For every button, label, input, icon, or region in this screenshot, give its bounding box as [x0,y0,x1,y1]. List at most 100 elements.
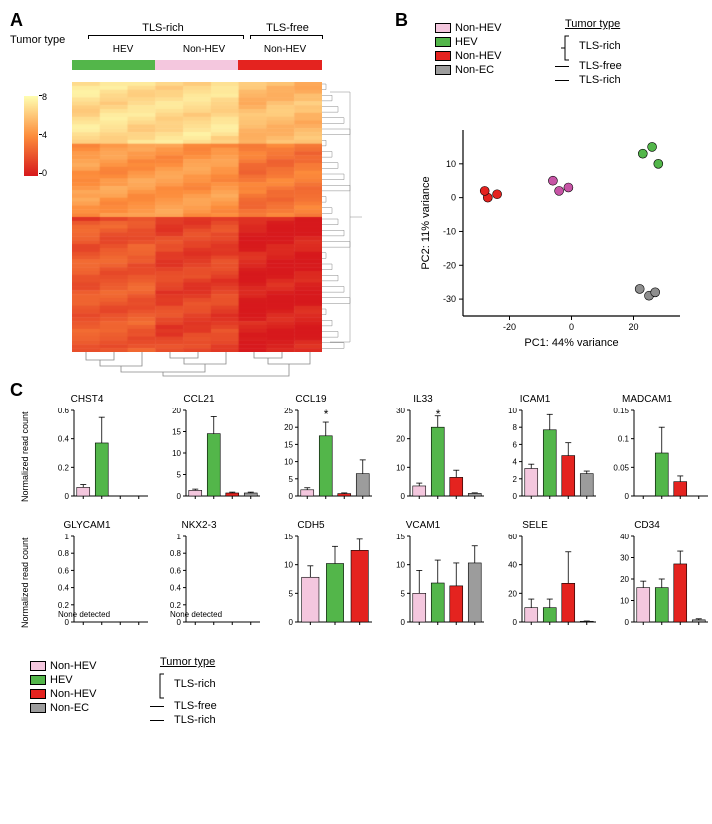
cb-tick-8: 8 [42,92,47,102]
nonhev1-sublabel: Non-HEV [165,44,243,55]
svg-text:0: 0 [513,618,518,627]
row-dendrogram [322,82,364,352]
bar-svg: 00.20.40.60.81 [162,534,262,636]
bar-svg: 00.20.40.60.81 [50,534,150,636]
svg-text:10: 10 [396,463,405,472]
bracket-label: TLS-rich [579,40,621,52]
svg-text:0.4: 0.4 [170,584,182,593]
svg-text:PC2: 11% variance: PC2: 11% variance [420,176,432,269]
legend-item-hev: HEV [435,36,501,48]
svg-text:8: 8 [513,423,518,432]
chart-title: CCL21 [162,394,236,405]
tumor-type-label-c: Tumor type [160,656,215,668]
panel-c-label: C [10,380,23,401]
svg-text:0.05: 0.05 [613,463,629,472]
bar-svg: 051015 [274,534,374,636]
cb-tick-4: 4 [42,130,47,140]
svg-text:0.8: 0.8 [58,549,70,558]
svg-text:0.2: 0.2 [170,601,182,610]
tumor-type-label-b: Tumor type [565,18,620,30]
nonhev-rich-strip [155,60,238,70]
bar-svg: 010203040 [610,534,710,636]
bar-svg: 051015 [386,534,486,636]
svg-text:15: 15 [284,440,293,449]
tumor-type-text: Tumor type [10,34,65,46]
svg-text:0: 0 [177,618,182,627]
svg-text:0.6: 0.6 [58,566,70,575]
svg-text:10: 10 [620,597,629,606]
svg-text:PC1: 44% variance: PC1: 44% variance [524,337,618,349]
pca-scatter: -20020-30-20-10010PC1: 44% variancePC2: … [415,120,690,350]
chart-icam1: ICAM1 0 2 4 6 8 10 [476,394,576,504]
bar-svg: 05101520 [162,408,262,510]
chart-title: IL33 [386,394,460,405]
chart-sele: SELE0204060 [476,520,576,630]
svg-text:20: 20 [172,408,181,415]
chart-title: NKX2-3 [162,520,236,531]
panel-c: C CHST400.20.40.6CCL2105101520CCL1905101… [10,380,705,810]
panel-b-label: B [395,10,408,31]
col-dendrogram [72,352,322,378]
chart-ccl19: CCL190510152025* [252,394,352,504]
chart-ccl21: CCL2105101520 [140,394,240,504]
ylabel-row0: Normalized read count [20,411,30,502]
bar-svg: 0510152025* [274,408,374,510]
svg-text:-10: -10 [443,226,456,236]
line2-label: TLS-rich [579,74,621,86]
svg-text:2: 2 [513,475,518,484]
svg-text:20: 20 [284,423,293,432]
swatch-hev [435,37,451,47]
svg-text:0: 0 [569,322,574,332]
bar-svg: 00.050.10.15 [610,408,710,510]
svg-text:-20: -20 [443,260,456,270]
tls-free-label: TLS-free [250,22,325,34]
cb-tick-0: 0 [42,168,47,178]
chart-chst4: CHST400.20.40.6 [28,394,128,504]
heatmap [72,82,322,352]
tls-free-bar [250,35,322,36]
svg-text:0.4: 0.4 [58,435,70,444]
chart-title: CDH5 [274,520,348,531]
svg-text:20: 20 [620,575,629,584]
svg-text:20: 20 [396,435,405,444]
svg-text:1: 1 [177,534,182,541]
svg-text:*: * [436,408,441,421]
c-swatch-hev [30,675,46,685]
panel-a: A Tumor type TLS-rich TLS-free HEV Non-H… [10,10,380,360]
svg-text:0: 0 [625,492,630,501]
c-swatch-nonhev-free [30,689,46,699]
ylabel-row1: Normalized read count [20,537,30,628]
c-swatch-nonec [30,703,46,713]
line1-label: TLS-free [579,60,622,72]
hev-sublabel: HEV [84,44,162,55]
panel-c-legend: Non-HEV HEV Non-HEV Non-EC [30,660,96,716]
chart-title: CCL19 [274,394,348,405]
svg-text:0: 0 [451,193,456,203]
none-detected-text: None detected [58,610,110,619]
svg-text:4: 4 [513,458,518,467]
bar-svg: 0 2 4 6 8 10 [498,408,598,510]
svg-text:0.2: 0.2 [58,601,70,610]
tls-rich-bar [88,35,243,36]
chart-title: CD34 [610,520,684,531]
svg-text:10: 10 [508,408,517,415]
chart-title: ICAM1 [498,394,572,405]
c-swatch-nonhev-rich [30,661,46,671]
svg-text:30: 30 [620,554,629,563]
svg-text:15: 15 [396,534,405,541]
svg-text:20: 20 [508,589,517,598]
svg-text:0: 0 [401,492,406,501]
chart-il33: IL330102030* [364,394,464,504]
svg-text:0: 0 [513,492,518,501]
svg-text:0.8: 0.8 [170,549,182,558]
svg-text:5: 5 [177,471,182,480]
svg-text:*: * [324,408,329,421]
svg-text:40: 40 [620,534,629,541]
svg-text:6: 6 [513,440,518,449]
svg-text:5: 5 [289,475,294,484]
bar-svg: 0204060 [498,534,598,636]
svg-text:10: 10 [284,561,293,570]
chart-title: SELE [498,520,572,531]
bracket-icon [555,34,575,64]
chart-title: CHST4 [50,394,124,405]
